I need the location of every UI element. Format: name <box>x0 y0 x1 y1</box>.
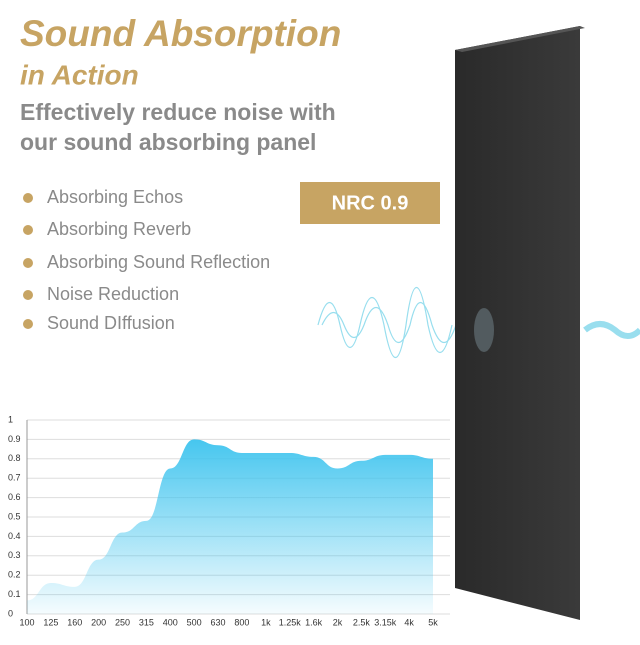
badge-text: NRC 0.9 <box>332 192 409 214</box>
feature: Absorbing Reverb <box>47 219 191 239</box>
y-tick-label: 0.7 <box>8 473 21 483</box>
x-tick-label: 3.15k <box>374 617 397 627</box>
subtitle: our sound absorbing panel <box>20 129 316 155</box>
x-tick-label: 125 <box>43 617 58 627</box>
y-tick-label: 0.6 <box>8 492 21 502</box>
x-tick-label: 800 <box>234 617 249 627</box>
x-tick-label: 200 <box>91 617 106 627</box>
y-tick-label: 0 <box>8 608 13 618</box>
y-tick-label: 0.4 <box>8 531 21 541</box>
bullet <box>23 319 33 329</box>
y-tick-label: 0.5 <box>8 511 21 521</box>
x-tick-label: 250 <box>115 617 130 627</box>
badge <box>300 182 440 224</box>
x-tick-label: 400 <box>163 617 178 627</box>
feature: Noise Reduction <box>47 284 179 304</box>
y-tick-label: 1 <box>8 414 13 424</box>
title-line2: in Action <box>20 59 139 90</box>
x-tick-label: 315 <box>139 617 154 627</box>
x-tick-label: 160 <box>67 617 82 627</box>
panel-glow <box>474 308 494 352</box>
y-tick-label: 0.3 <box>8 550 21 560</box>
y-tick-label: 0.8 <box>8 453 21 463</box>
y-tick-label: 0.1 <box>8 589 21 599</box>
x-tick-label: 1.25k <box>279 617 302 627</box>
panel <box>455 26 580 620</box>
x-tick-label: 5k <box>428 617 438 627</box>
x-tick-label: 500 <box>187 617 202 627</box>
y-tick-label: 0.9 <box>8 434 21 444</box>
y-tick-label: 0.2 <box>8 570 21 580</box>
x-tick-label: 2.5k <box>353 617 371 627</box>
x-tick-label: 630 <box>211 617 226 627</box>
subtitle: Effectively reduce noise with <box>20 99 336 125</box>
x-tick-label: 4k <box>404 617 414 627</box>
title: Sound Absorption <box>20 13 341 54</box>
feature: Sound DIffusion <box>47 313 175 333</box>
bullet <box>23 290 33 300</box>
sound-wave <box>317 287 640 359</box>
area <box>27 439 433 614</box>
bullet <box>23 193 33 203</box>
x-tick-label: 100 <box>19 617 34 627</box>
feature: Absorbing Sound Reflection <box>47 252 270 272</box>
feature: Absorbing Echos <box>47 187 183 207</box>
x-tick-label: 1.6k <box>305 617 323 627</box>
bullet <box>23 258 33 268</box>
x-tick-label: 1k <box>261 617 271 627</box>
x-tick-label: 2k <box>333 617 343 627</box>
panel-edge <box>455 26 585 52</box>
bullet <box>23 225 33 235</box>
